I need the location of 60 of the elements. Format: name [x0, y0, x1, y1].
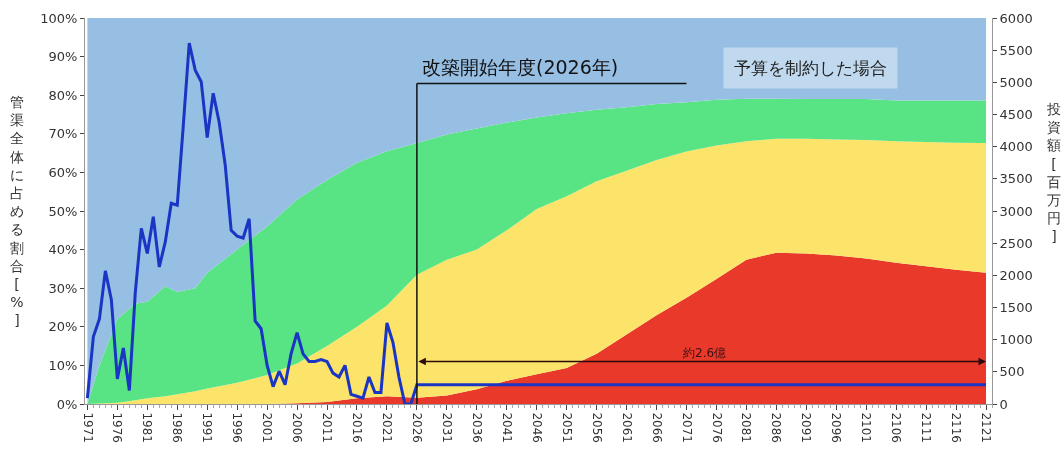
y2-tick-label: 3500	[999, 171, 1033, 187]
x-tick-label: 2121	[979, 412, 994, 443]
text: 管渠全体に占める割合[%]	[10, 94, 24, 329]
x-tick-label: 2086	[769, 412, 784, 443]
y2-tick-label: 2000	[999, 267, 1033, 283]
y2-tick-label: 1000	[999, 332, 1033, 348]
y2-tick-label: 3000	[999, 203, 1033, 219]
y-tick-label: 60%	[48, 164, 78, 180]
x-tick-label: 2081	[739, 412, 754, 443]
y2-tick-label: 1500	[999, 300, 1033, 316]
y-tick-label: 10%	[48, 357, 78, 373]
x-tick-label: 2066	[649, 412, 664, 443]
y-tick-label: 0%	[56, 396, 78, 412]
y2-axis-title: 投資額[百万円]	[1046, 101, 1061, 245]
x-tick-label: 2061	[619, 412, 634, 443]
x-tick-label: 1996	[230, 412, 245, 443]
x-tick-label: 2031	[439, 412, 454, 443]
x-tick-label: 1971	[80, 412, 95, 443]
x-tick-label: 2021	[380, 412, 395, 443]
y2-tick-label: 4000	[999, 139, 1033, 155]
annotation: 予算を制約した場合	[734, 58, 887, 78]
y2-tick-label: 5500	[999, 42, 1033, 58]
y-tick-label: 90%	[48, 49, 78, 65]
y-tick-label: 20%	[48, 319, 78, 335]
x-tick-label: 2101	[859, 412, 874, 443]
x-tick-label: 1981	[140, 412, 155, 443]
x-tick-label: 2051	[559, 412, 574, 443]
x-tick-label: 2046	[529, 412, 544, 443]
x-tick-label: 2011	[320, 412, 335, 443]
x-tick-label: 2056	[589, 412, 604, 443]
x-tick-label: 2026	[409, 412, 424, 443]
y2-tick-label: 5000	[999, 74, 1033, 90]
x-tick-label: 2006	[290, 412, 305, 443]
x-tick-label: 2036	[469, 412, 484, 443]
y2-tick-label: 2500	[999, 235, 1033, 251]
x-tick-label: 2116	[949, 412, 964, 443]
y-tick-label: 100%	[40, 10, 78, 26]
y-tick-label: 70%	[48, 126, 78, 142]
ref-line-label: 改築開始年度(2026年)	[422, 56, 619, 78]
x-tick-label: 2016	[350, 412, 365, 443]
x-tick-label: 2096	[829, 412, 844, 443]
x-tick-label: 2091	[799, 412, 814, 443]
x-tick-label: 2001	[260, 412, 275, 443]
y-tick-label: 50%	[48, 203, 78, 219]
y-tick-label: 30%	[48, 280, 78, 296]
x-tick-label: 2076	[709, 412, 724, 443]
y2-tick-label: 0	[999, 396, 1008, 412]
x-tick-label: 1976	[110, 412, 125, 443]
annotation: 約2.6億	[683, 346, 727, 360]
x-tick-label: 2041	[499, 412, 514, 443]
x-tick-label: 2071	[679, 412, 694, 443]
y-tick-label: 80%	[48, 87, 78, 103]
y2-tick-label: 500	[999, 364, 1025, 380]
y2-tick-label: 4500	[999, 107, 1033, 123]
x-tick-label: 2111	[919, 412, 934, 443]
y-tick-label: 40%	[48, 242, 78, 258]
x-tick-label: 2106	[889, 412, 904, 443]
y2-tick-label: 6000	[999, 10, 1033, 26]
x-tick-label: 1991	[200, 412, 215, 443]
x-tick-label: 1986	[170, 412, 185, 443]
